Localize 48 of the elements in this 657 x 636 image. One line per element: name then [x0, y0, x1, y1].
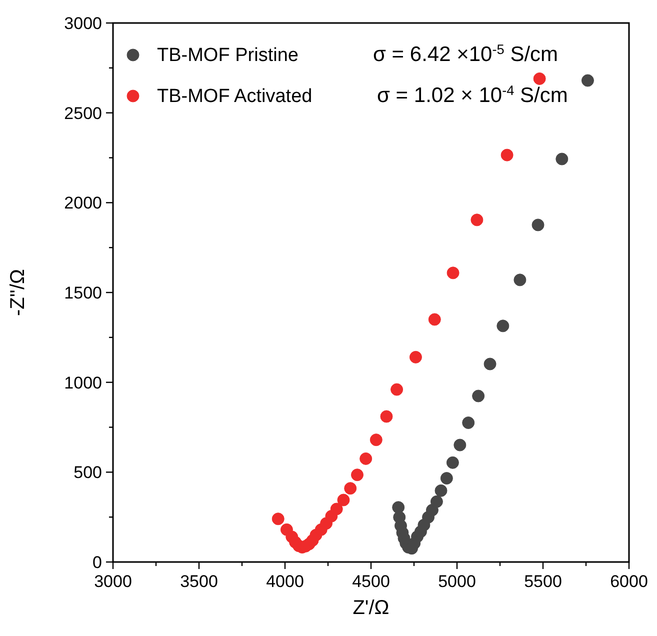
y-axis-title: -Z''/Ω	[7, 268, 29, 316]
point	[370, 434, 382, 446]
point	[337, 494, 350, 506]
point	[500, 148, 514, 162]
legend-label: TB-MOF Pristine	[157, 45, 298, 66]
point	[532, 218, 544, 232]
x-axis-title: Z'/Ω	[352, 597, 390, 619]
point	[350, 468, 364, 482]
x-tick-label: 5000	[438, 572, 476, 591]
y-tick-label: 2500	[64, 104, 102, 123]
point	[360, 452, 372, 465]
point	[581, 74, 594, 87]
point	[380, 410, 393, 423]
point	[496, 320, 510, 332]
y-tick-label: 2000	[64, 194, 102, 213]
x-tick-label: 4000	[266, 572, 304, 591]
point	[556, 152, 568, 166]
y-tick-label: 0	[92, 553, 102, 572]
point	[472, 390, 485, 402]
point	[454, 438, 466, 452]
point	[428, 313, 441, 326]
x-tick-label: 3500	[180, 572, 218, 591]
point	[462, 416, 475, 430]
y-tick-label: 1000	[64, 373, 102, 392]
annotation: σ = 1.02 × 10$^{-4}$ S/cm	[377, 82, 568, 107]
x-tick-label: 4500	[352, 572, 390, 591]
x-tick-label: 5500	[524, 572, 562, 591]
point	[344, 482, 357, 495]
point	[514, 274, 526, 286]
point	[272, 512, 284, 526]
x-tick-label: 3000	[94, 572, 132, 591]
point	[330, 502, 343, 516]
point	[434, 484, 448, 497]
point	[430, 495, 443, 508]
point	[470, 214, 484, 226]
y-tick-label: 3000	[64, 14, 102, 33]
y-tick-label: 500	[74, 463, 102, 482]
point	[390, 383, 404, 396]
y-tick-label: 1500	[64, 284, 102, 302]
point	[446, 266, 460, 280]
point	[446, 456, 459, 469]
point	[533, 72, 546, 85]
point	[484, 358, 496, 370]
legend-label: TB-MOF Activated	[157, 86, 312, 107]
point	[440, 472, 453, 485]
annotation: σ = 6.42 ×10$^{-5}$ S/cm	[373, 42, 558, 66]
point	[409, 350, 422, 364]
x-tick-label: 6000	[610, 572, 648, 591]
